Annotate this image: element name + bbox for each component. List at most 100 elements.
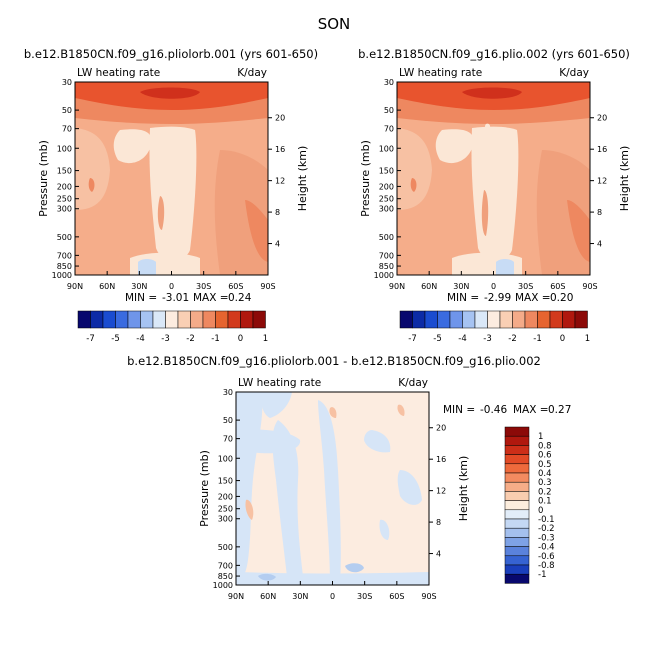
x-tick-label: 30S xyxy=(518,282,533,291)
colorbar-label: 1 xyxy=(585,334,590,344)
panel-2-units: K/day xyxy=(559,67,589,79)
panel-2-max-label: MAX = xyxy=(515,292,551,304)
y-tick-label: 150 xyxy=(218,477,233,486)
colorbar-swatch xyxy=(77,310,91,329)
y2-tick-label: 8 xyxy=(275,208,280,217)
colorbar-swatch xyxy=(474,310,488,329)
y-tick-label: 30 xyxy=(62,78,72,87)
x-tick-label: 60N xyxy=(421,282,437,291)
panel-3-variable: LW heating rate xyxy=(238,377,321,389)
panel-3-colorbar: 10.80.60.50.40.30.20.10-0.1-0.2-0.3-0.4-… xyxy=(504,426,555,584)
y-axis-label: Pressure (mb) xyxy=(37,140,50,217)
y-tick-label: 850 xyxy=(218,572,233,581)
y-tick-label: 70 xyxy=(223,435,233,444)
y-tick-label: 700 xyxy=(218,561,233,570)
panel-2-max-value: 0.20 xyxy=(550,292,573,304)
y-tick-label: 100 xyxy=(379,144,394,153)
panel-3-min-label: MIN = xyxy=(443,404,475,416)
colorbar-label: 0.1 xyxy=(538,497,552,507)
y-tick-label: 250 xyxy=(57,195,72,204)
colorbar-swatch xyxy=(152,310,166,329)
colorbar-swatch xyxy=(140,310,154,329)
colorbar-swatch xyxy=(504,537,530,547)
y2-tick-label: 8 xyxy=(597,208,602,217)
y2-tick-label: 16 xyxy=(597,145,607,154)
panel-1-variable: LW heating rate xyxy=(77,67,160,79)
colorbar-label: -1 xyxy=(211,334,219,344)
x-tick-label: 90N xyxy=(228,592,244,601)
colorbar-label: -0.2 xyxy=(538,524,555,534)
colorbar-label: 0.8 xyxy=(538,441,552,451)
colorbar-swatch xyxy=(252,310,266,329)
colorbar-swatch xyxy=(90,310,104,329)
colorbar-swatch xyxy=(504,454,530,465)
colorbar-swatch xyxy=(487,310,501,329)
x-tick-label: 60N xyxy=(260,592,276,601)
y-tick-label: 70 xyxy=(62,125,72,134)
colorbar-label: 1 xyxy=(538,432,543,442)
colorbar-label: -2 xyxy=(508,334,516,344)
y-tick-label: 700 xyxy=(379,251,394,260)
colorbar-label: -3 xyxy=(161,334,169,344)
colorbar-swatch xyxy=(424,310,438,329)
colorbar-label: 0.5 xyxy=(538,460,552,470)
colorbar-swatch xyxy=(227,310,241,329)
colorbar-swatch xyxy=(537,310,551,329)
colorbar-label: -5 xyxy=(433,334,441,344)
colorbar-label: 0.2 xyxy=(538,487,552,497)
panel-2-colorbar: -7 -5 -4 -3 -2 -1 0 1 xyxy=(399,310,590,344)
panel-1-title: b.e12.B1850CN.f09_g16.pliolorb.001 (yrs … xyxy=(24,47,318,61)
panel-1-max-value: 0.24 xyxy=(228,292,252,304)
y2-tick-label: 20 xyxy=(436,424,446,433)
colorbar-swatch xyxy=(449,310,463,329)
y2-tick-label: 4 xyxy=(436,550,441,559)
y-tick-label: 50 xyxy=(62,106,72,115)
y-axis-label: Pressure (mb) xyxy=(359,140,372,217)
panel-2-title: b.e12.B1850CN.f09_g16.plio.002 (yrs 601-… xyxy=(358,47,630,61)
colorbar-swatch xyxy=(504,426,530,437)
y2-tick-label: 20 xyxy=(597,114,607,123)
x-tick-label: 60S xyxy=(228,282,243,291)
x-tick-label: 30N xyxy=(292,592,308,601)
x-tick-label: 90N xyxy=(389,282,405,291)
colorbar-swatch xyxy=(504,500,530,511)
colorbar-swatch xyxy=(504,435,530,446)
panel-1-axes: 90N 60N 30N 0 30S 60S 90S 30 50 70 100 150 200 250300… xyxy=(37,78,309,291)
y-axis-label: Pressure (mb) xyxy=(198,450,211,527)
colorbar-swatch xyxy=(512,310,526,329)
colorbar-label: 0.4 xyxy=(538,469,552,479)
y-tick-label: 150 xyxy=(57,167,72,176)
colorbar-label: -0.3 xyxy=(538,533,555,543)
panel-2-field xyxy=(397,82,590,275)
colorbar-label: 0 xyxy=(538,506,543,516)
colorbar-swatch xyxy=(574,310,588,329)
y-tick-label: 200 xyxy=(57,182,72,191)
y-tick-label: 150 xyxy=(379,167,394,176)
y-tick-label: 1000 xyxy=(213,581,233,590)
colorbar-label: -0.1 xyxy=(538,515,555,525)
panel-2-variable: LW heating rate xyxy=(399,67,482,79)
y2-tick-label: 12 xyxy=(275,177,285,186)
panel-3-max-label: MAX = xyxy=(513,404,549,416)
y-tick-label: 850 xyxy=(57,262,72,271)
y-tick-label: 500 xyxy=(57,233,72,242)
y2-tick-label: 20 xyxy=(275,114,285,123)
y2-tick-label: 12 xyxy=(597,177,607,186)
y-tick-label: 250 xyxy=(218,505,233,514)
colorbar-swatch xyxy=(504,481,530,492)
y2-tick-label: 4 xyxy=(597,240,602,249)
x-tick-label: 60N xyxy=(99,282,115,291)
x-tick-label: 0 xyxy=(330,592,335,601)
colorbar-label: -4 xyxy=(458,334,466,344)
colorbar-swatch xyxy=(504,472,530,483)
x-tick-label: 90S xyxy=(582,282,597,291)
panel-3-axes: 90N 60N 30N 0 30S 60S 90S 30 50 70 100 150 200 250300… xyxy=(198,388,470,601)
y-tick-label: 200 xyxy=(379,182,394,191)
y2-axis-label: Height (km) xyxy=(457,456,470,522)
x-tick-label: 30N xyxy=(453,282,469,291)
colorbar-label: 0.6 xyxy=(538,451,552,461)
panel-1-max-label: MAX = xyxy=(193,292,229,304)
y2-axis-label: Height (km) xyxy=(618,146,631,212)
figure-title: SON xyxy=(318,15,351,33)
